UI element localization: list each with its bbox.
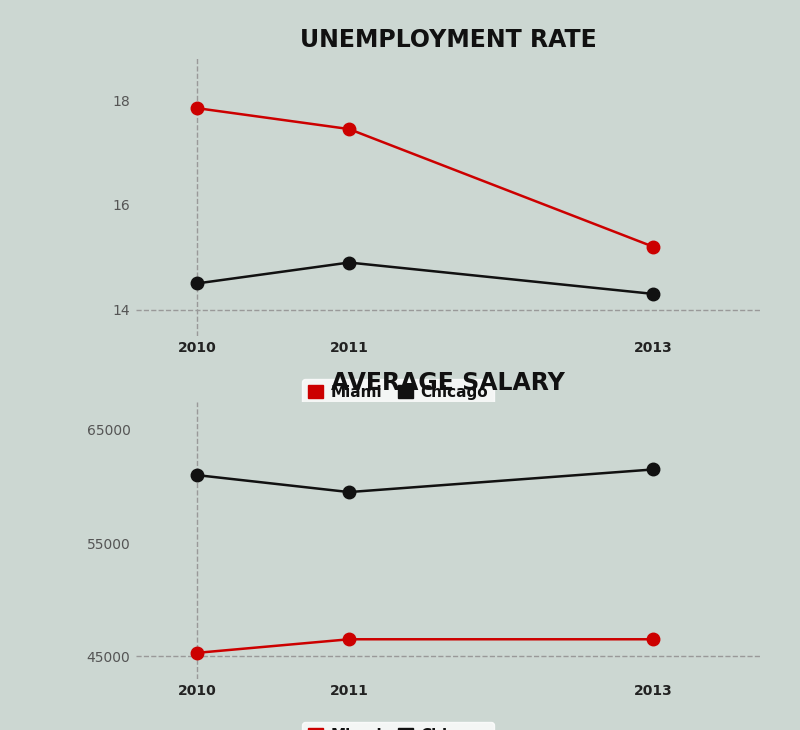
Title: UNEMPLOYMENT RATE: UNEMPLOYMENT RATE xyxy=(300,28,596,53)
Legend: Miami, Chicago: Miami, Chicago xyxy=(302,722,494,730)
Title: AVERAGE SALARY: AVERAGE SALARY xyxy=(331,372,565,396)
Legend: Miami, Chicago: Miami, Chicago xyxy=(302,379,494,406)
